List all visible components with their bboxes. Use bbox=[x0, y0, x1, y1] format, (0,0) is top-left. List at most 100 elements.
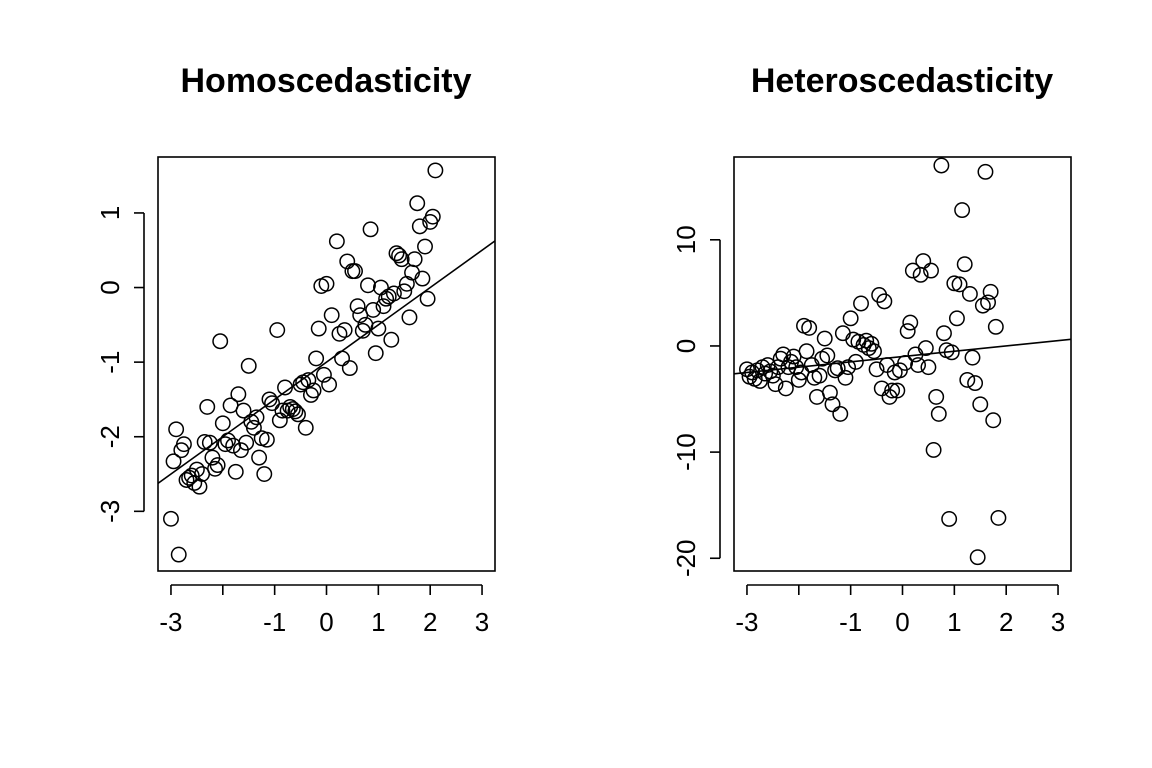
data-point bbox=[809, 388, 825, 405]
data-point bbox=[375, 298, 392, 315]
data-point bbox=[165, 453, 182, 470]
data-point bbox=[868, 361, 885, 378]
data-point bbox=[951, 276, 968, 293]
data-point bbox=[411, 218, 428, 235]
data-point bbox=[987, 318, 1004, 335]
y-tick-label: -1 bbox=[95, 351, 125, 374]
x-tick-label: -3 bbox=[735, 607, 758, 637]
x-tick-label: -1 bbox=[263, 607, 286, 637]
data-point bbox=[954, 202, 971, 219]
panel-title-homoscedasticity: Homoscedasticity bbox=[181, 62, 472, 100]
data-point bbox=[832, 405, 849, 422]
data-point bbox=[863, 335, 880, 352]
data-point bbox=[178, 472, 195, 488]
data-point bbox=[941, 511, 958, 527]
x-tick-label: 2 bbox=[999, 607, 1013, 637]
data-point bbox=[245, 419, 262, 436]
data-point bbox=[956, 256, 973, 273]
data-point bbox=[360, 277, 376, 294]
data-point bbox=[385, 285, 402, 302]
data-point bbox=[417, 238, 433, 255]
data-point bbox=[212, 333, 229, 350]
data-point bbox=[365, 301, 382, 318]
x-tick-label: -1 bbox=[839, 607, 862, 637]
data-point bbox=[910, 357, 927, 374]
data-point bbox=[290, 406, 306, 423]
data-point bbox=[230, 386, 247, 403]
data-point bbox=[873, 380, 890, 397]
data-point bbox=[396, 283, 413, 300]
data-point bbox=[982, 283, 999, 300]
data-point bbox=[258, 431, 275, 448]
y-tick-label: 0 bbox=[95, 280, 125, 294]
data-point bbox=[923, 262, 939, 279]
fit-line bbox=[158, 240, 495, 485]
data-point bbox=[383, 331, 400, 348]
data-point bbox=[393, 251, 410, 268]
data-point bbox=[824, 396, 841, 413]
data-point bbox=[201, 434, 218, 451]
data-point bbox=[367, 345, 384, 362]
data-point bbox=[256, 466, 273, 482]
y-tick-label: 0 bbox=[671, 339, 701, 353]
data-point bbox=[175, 436, 192, 453]
plot-frame bbox=[733, 156, 1072, 572]
data-point bbox=[315, 366, 332, 383]
y-tick-label: -3 bbox=[95, 500, 125, 523]
data-point bbox=[391, 247, 408, 264]
y-tick-label: -20 bbox=[671, 539, 701, 577]
data-point bbox=[974, 297, 991, 314]
data-point bbox=[834, 325, 851, 342]
data-point bbox=[318, 275, 335, 292]
data-point bbox=[967, 375, 984, 392]
data-point bbox=[917, 340, 934, 357]
data-point bbox=[261, 391, 278, 408]
x-tick-label: 0 bbox=[895, 607, 909, 637]
data-point bbox=[925, 442, 942, 458]
data-point bbox=[336, 322, 353, 339]
data-point bbox=[297, 419, 314, 436]
data-point bbox=[985, 412, 1002, 429]
data-point bbox=[191, 478, 208, 495]
data-point bbox=[274, 402, 291, 419]
data-point bbox=[269, 322, 286, 339]
data-point bbox=[305, 382, 322, 399]
data-point bbox=[884, 382, 901, 399]
data-layer bbox=[158, 162, 495, 563]
x-tick-label: 3 bbox=[475, 607, 489, 637]
x-tick-label: 1 bbox=[371, 607, 385, 637]
data-point bbox=[899, 323, 916, 340]
data-point bbox=[378, 290, 395, 307]
data-point bbox=[837, 369, 854, 386]
data-point bbox=[188, 461, 205, 478]
data-point bbox=[933, 157, 950, 174]
y-tick-label: -2 bbox=[95, 425, 125, 448]
panel-title-heteroscedasticity: Heteroscedasticity bbox=[751, 62, 1053, 100]
x-tick-label: 3 bbox=[1051, 607, 1065, 637]
data-point bbox=[388, 245, 405, 262]
data-point bbox=[238, 434, 255, 451]
data-point bbox=[406, 251, 423, 268]
y-tick-label: 1 bbox=[95, 206, 125, 220]
data-layer bbox=[734, 157, 1071, 566]
data-point bbox=[401, 309, 418, 326]
data-point bbox=[948, 310, 965, 327]
data-point bbox=[240, 357, 257, 374]
data-point bbox=[170, 546, 187, 563]
data-point bbox=[777, 380, 794, 397]
data-point bbox=[372, 279, 389, 296]
data-point bbox=[915, 253, 932, 269]
data-point bbox=[209, 457, 226, 474]
data-point bbox=[811, 367, 828, 384]
data-point bbox=[168, 421, 185, 438]
data-point bbox=[339, 253, 356, 270]
data-point bbox=[310, 320, 327, 337]
data-point bbox=[961, 285, 978, 302]
data-point bbox=[990, 509, 1007, 526]
data-point bbox=[920, 359, 937, 376]
data-point bbox=[217, 436, 234, 453]
data-point bbox=[302, 387, 319, 403]
data-point bbox=[853, 295, 869, 312]
